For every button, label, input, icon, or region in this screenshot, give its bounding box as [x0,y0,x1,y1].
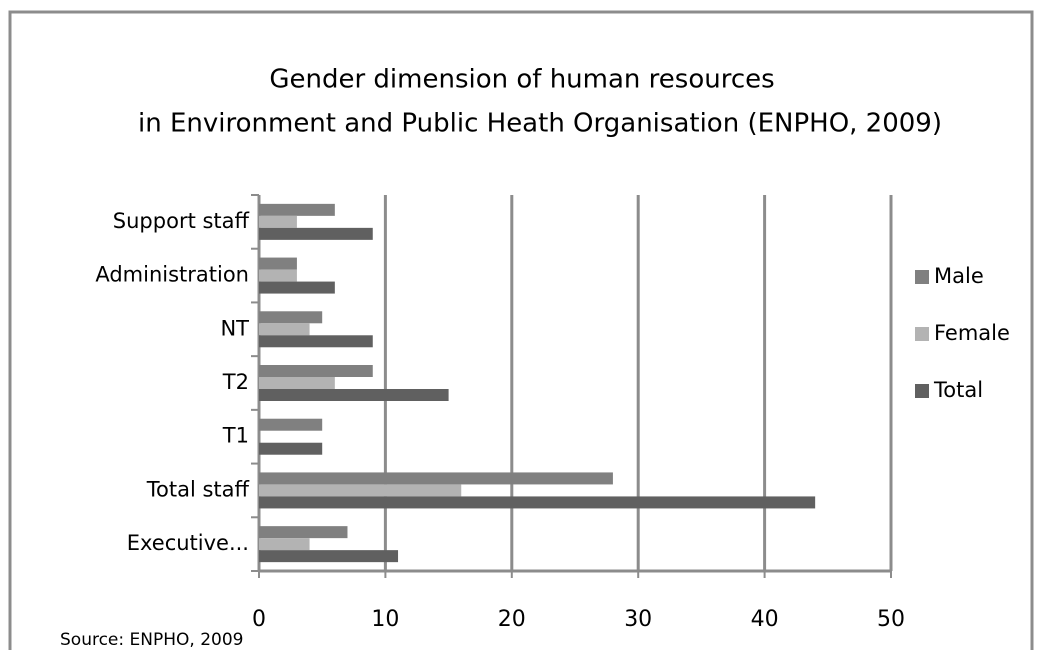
bar [259,281,335,294]
x-tick-label: 40 [751,607,779,632]
bar [259,472,613,485]
bar [259,365,373,377]
x-tick-label: 0 [252,607,266,632]
bar [259,418,323,431]
y-tick-label: T2 [222,370,249,394]
y-tick-label: Administration [95,263,249,287]
chart-title: Gender dimension of human resources [269,65,774,95]
bar [259,311,323,324]
y-tick-label: NT [220,316,249,340]
x-tick-label: 50 [877,607,905,632]
bar [259,335,373,348]
x-tick-label: 20 [498,607,526,632]
bar [259,377,335,389]
legend-swatch [915,327,929,341]
source-note: Source: ENPHO, 2009 [60,630,243,650]
bar [259,389,449,401]
legend-label: Female [934,321,1010,345]
bar [259,496,816,509]
x-tick-label: 10 [371,607,399,632]
bar [259,323,310,336]
legend-swatch [915,270,929,284]
bar [259,257,297,270]
bar [259,538,310,551]
x-tick-label: 30 [624,607,652,632]
bar [259,269,297,282]
bar [259,227,373,240]
y-tick-label: Support staff [113,209,250,233]
y-tick-label: Total staff [146,477,250,501]
legend-label: Male [934,264,984,288]
legend-label: Total [933,378,983,402]
y-tick-label: T1 [222,424,249,448]
bar [259,484,462,497]
bar [259,550,399,563]
bar [259,203,335,216]
legend-swatch [915,384,929,398]
chart-title: in Environment and Public Heath Organisa… [138,109,942,139]
chart-frame [8,10,1034,650]
bar [259,215,297,228]
bar [259,442,323,455]
y-tick-label: Executive... [127,531,249,555]
bar [259,526,348,539]
